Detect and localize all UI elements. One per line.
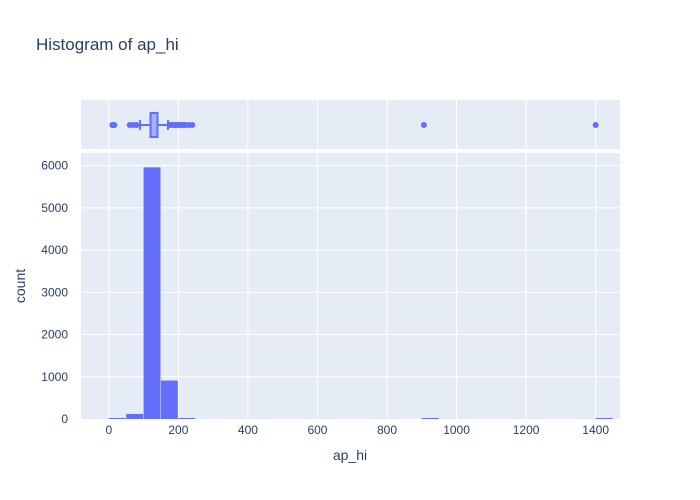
x-tick-label: 1400 xyxy=(582,423,609,437)
histogram-bar xyxy=(108,418,126,419)
histogram-bar xyxy=(143,167,161,419)
box-iqr xyxy=(149,112,159,138)
box-outlier-point xyxy=(420,122,427,128)
histogram-background xyxy=(81,153,620,419)
histogram-bar xyxy=(595,418,613,419)
x-axis-label: ap_hi xyxy=(333,447,367,463)
x-tick-label: 1200 xyxy=(513,423,540,437)
box-outlier-point xyxy=(111,122,118,128)
box-outlier-point xyxy=(592,122,599,128)
histogram-bar xyxy=(126,413,144,419)
y-tick-label: 1000 xyxy=(41,370,68,384)
histogram-bar xyxy=(178,418,196,419)
x-tick-label: 0 xyxy=(105,423,112,437)
y-tick-label: 5000 xyxy=(41,201,68,215)
x-tick-label: 600 xyxy=(307,423,327,437)
y-tick-label: 0 xyxy=(61,412,68,426)
x-tick-label: 1000 xyxy=(443,423,470,437)
histogram-panel: 0 200 400 600 800 1000 1200 1400 0 1000 2000 3000 4… xyxy=(41,153,620,437)
box-outlier-point xyxy=(189,122,196,128)
y-tick-label: 3000 xyxy=(41,285,68,299)
y-tick-label: 2000 xyxy=(41,328,68,342)
y-tick-label: 4000 xyxy=(41,243,68,257)
box-outlier-point xyxy=(133,122,140,128)
y-axis-label: count xyxy=(12,269,28,303)
box-marginal-panel xyxy=(81,100,620,149)
histogram-bar xyxy=(160,380,178,419)
chart-title: Histogram of ap_hi xyxy=(36,35,179,54)
x-tick-label: 800 xyxy=(377,423,397,437)
x-tick-label: 400 xyxy=(238,423,258,437)
x-tick-label: 200 xyxy=(168,423,188,437)
y-tick-label: 6000 xyxy=(41,159,68,173)
histogram-bar xyxy=(421,418,439,419)
